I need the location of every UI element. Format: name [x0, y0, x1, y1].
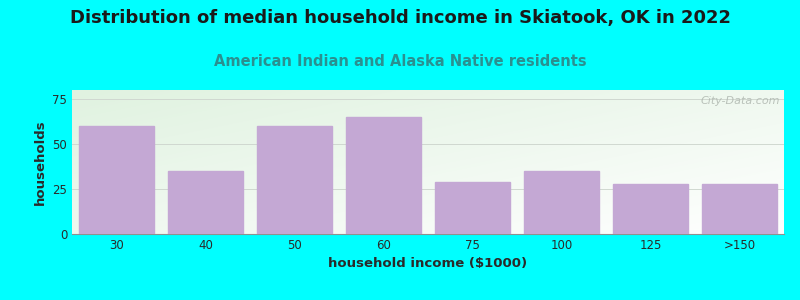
Bar	[168, 171, 243, 234]
Bar	[702, 184, 778, 234]
Bar	[434, 182, 510, 234]
Bar	[257, 126, 332, 234]
Bar	[613, 184, 688, 234]
Bar	[524, 171, 599, 234]
Bar	[346, 117, 422, 234]
Text: Distribution of median household income in Skiatook, OK in 2022: Distribution of median household income …	[70, 9, 730, 27]
Y-axis label: households: households	[34, 119, 46, 205]
Text: City-Data.com: City-Data.com	[701, 96, 781, 106]
Text: American Indian and Alaska Native residents: American Indian and Alaska Native reside…	[214, 54, 586, 69]
Bar	[78, 126, 154, 234]
X-axis label: household income ($1000): household income ($1000)	[329, 257, 527, 270]
